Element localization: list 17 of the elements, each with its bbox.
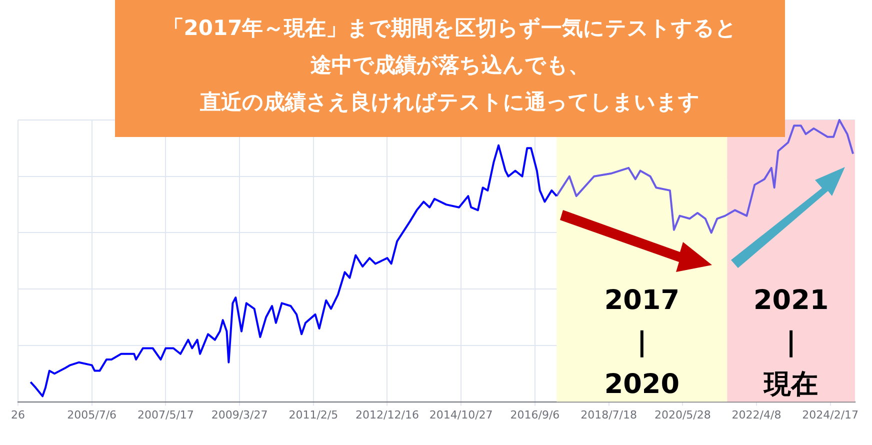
band-label: 2021 | 現在 [754,284,829,400]
band-label: 2017 | 2020 [604,284,680,400]
x-tick-label: 2022/4/8 [732,408,782,422]
x-tick-label: 2005/7/6 [67,408,117,422]
x-tick-label: 2007/5/17 [137,408,194,422]
x-tick-label: 2016/9/6 [510,408,560,422]
text: 直近の成績さえ良ければテストに通ってしまいます [199,89,701,116]
x-tick-label: 2011/2/5 [288,408,338,422]
chart-subtitle: 途中で成績が落ち込んでも、 [310,52,590,79]
x-tick-label: 2018/7/18 [580,408,637,422]
x-tick-label: 2012/12/16 [356,408,419,422]
x-tick-label: 2020/5/28 [654,408,711,422]
x-tick-label: 26 [11,408,25,422]
x-tick-label: 2024/2/17 [802,408,859,422]
x-tick-label: 2014/10/27 [429,408,493,422]
x-tick-label: 2009/3/27 [211,408,268,422]
chart-title: 「2017年～現在」まで期間を区切らず一気にテストすると [162,15,738,42]
